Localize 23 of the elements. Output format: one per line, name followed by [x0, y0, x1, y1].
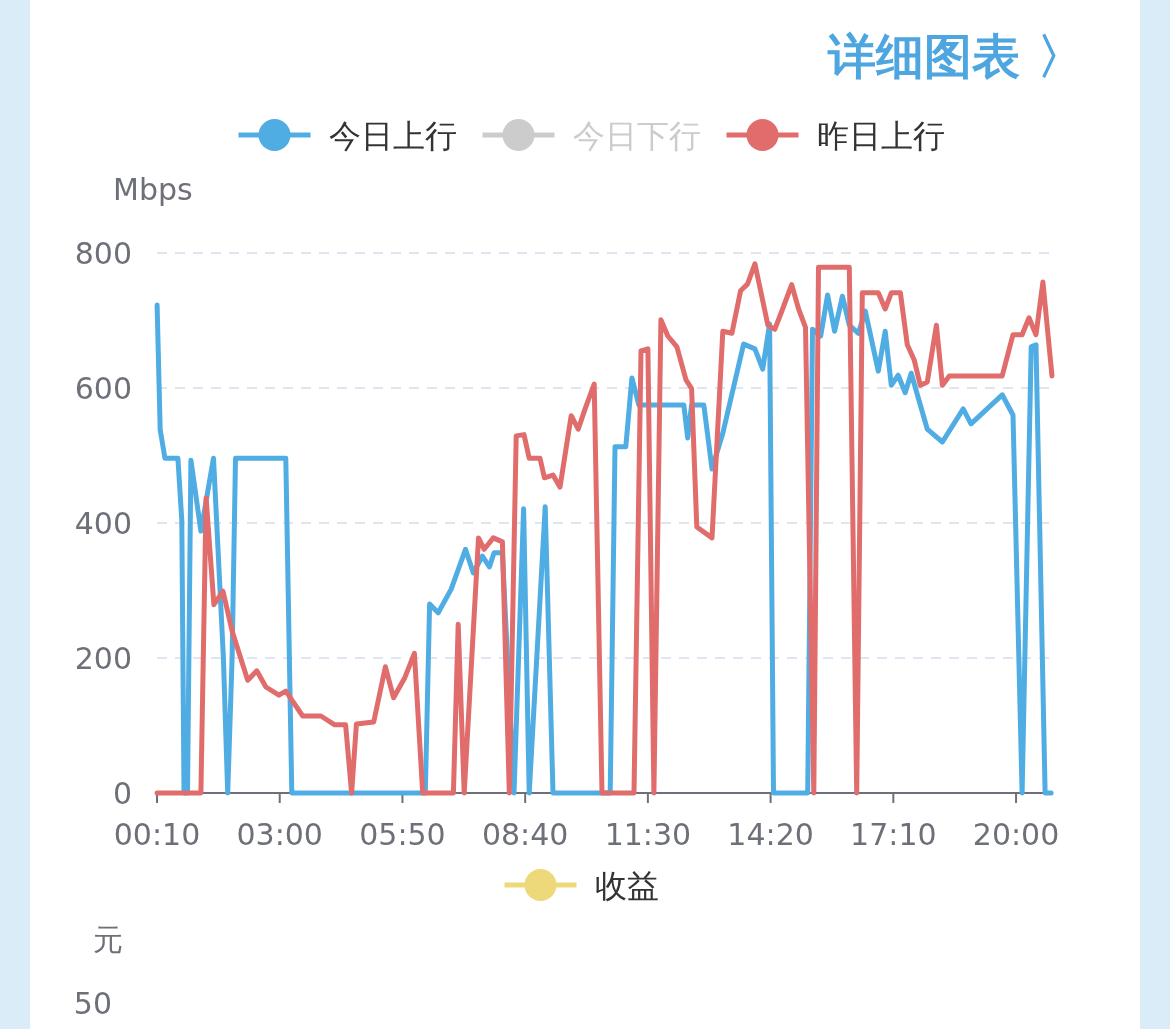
x-tick-label: 11:30	[604, 817, 692, 852]
y-tick-label: 200	[74, 641, 132, 676]
x-tick-label: 17:10	[850, 817, 937, 852]
legend-item: 今日上行	[238, 117, 457, 155]
legend-label: 昨日上行	[816, 117, 945, 155]
legend-label: 收益	[594, 867, 659, 905]
y-tick-label: 0	[112, 776, 132, 811]
x-tick-label: 03:00	[236, 817, 323, 852]
x-tick-label: 05:50	[359, 817, 446, 852]
x-tick-label: 00:10	[113, 817, 201, 852]
y-axis-title: Mbps	[113, 172, 193, 207]
legend-item: 昨日上行	[726, 117, 945, 155]
x-tick-label: 14:20	[727, 817, 814, 852]
x-tick-label: 20:00	[972, 817, 1060, 852]
x-tick-label: 08:40	[481, 817, 569, 852]
y-tick-label: 600	[74, 371, 132, 406]
y-tick-label: 800	[74, 236, 132, 271]
text: 50	[73, 986, 112, 1021]
y-tick-label: 400	[74, 506, 132, 541]
text: 详细图表 〉	[827, 28, 1085, 84]
legend-item: 收益	[504, 867, 659, 905]
legend-label: 今日上行	[328, 117, 457, 155]
text: 元	[93, 922, 123, 957]
